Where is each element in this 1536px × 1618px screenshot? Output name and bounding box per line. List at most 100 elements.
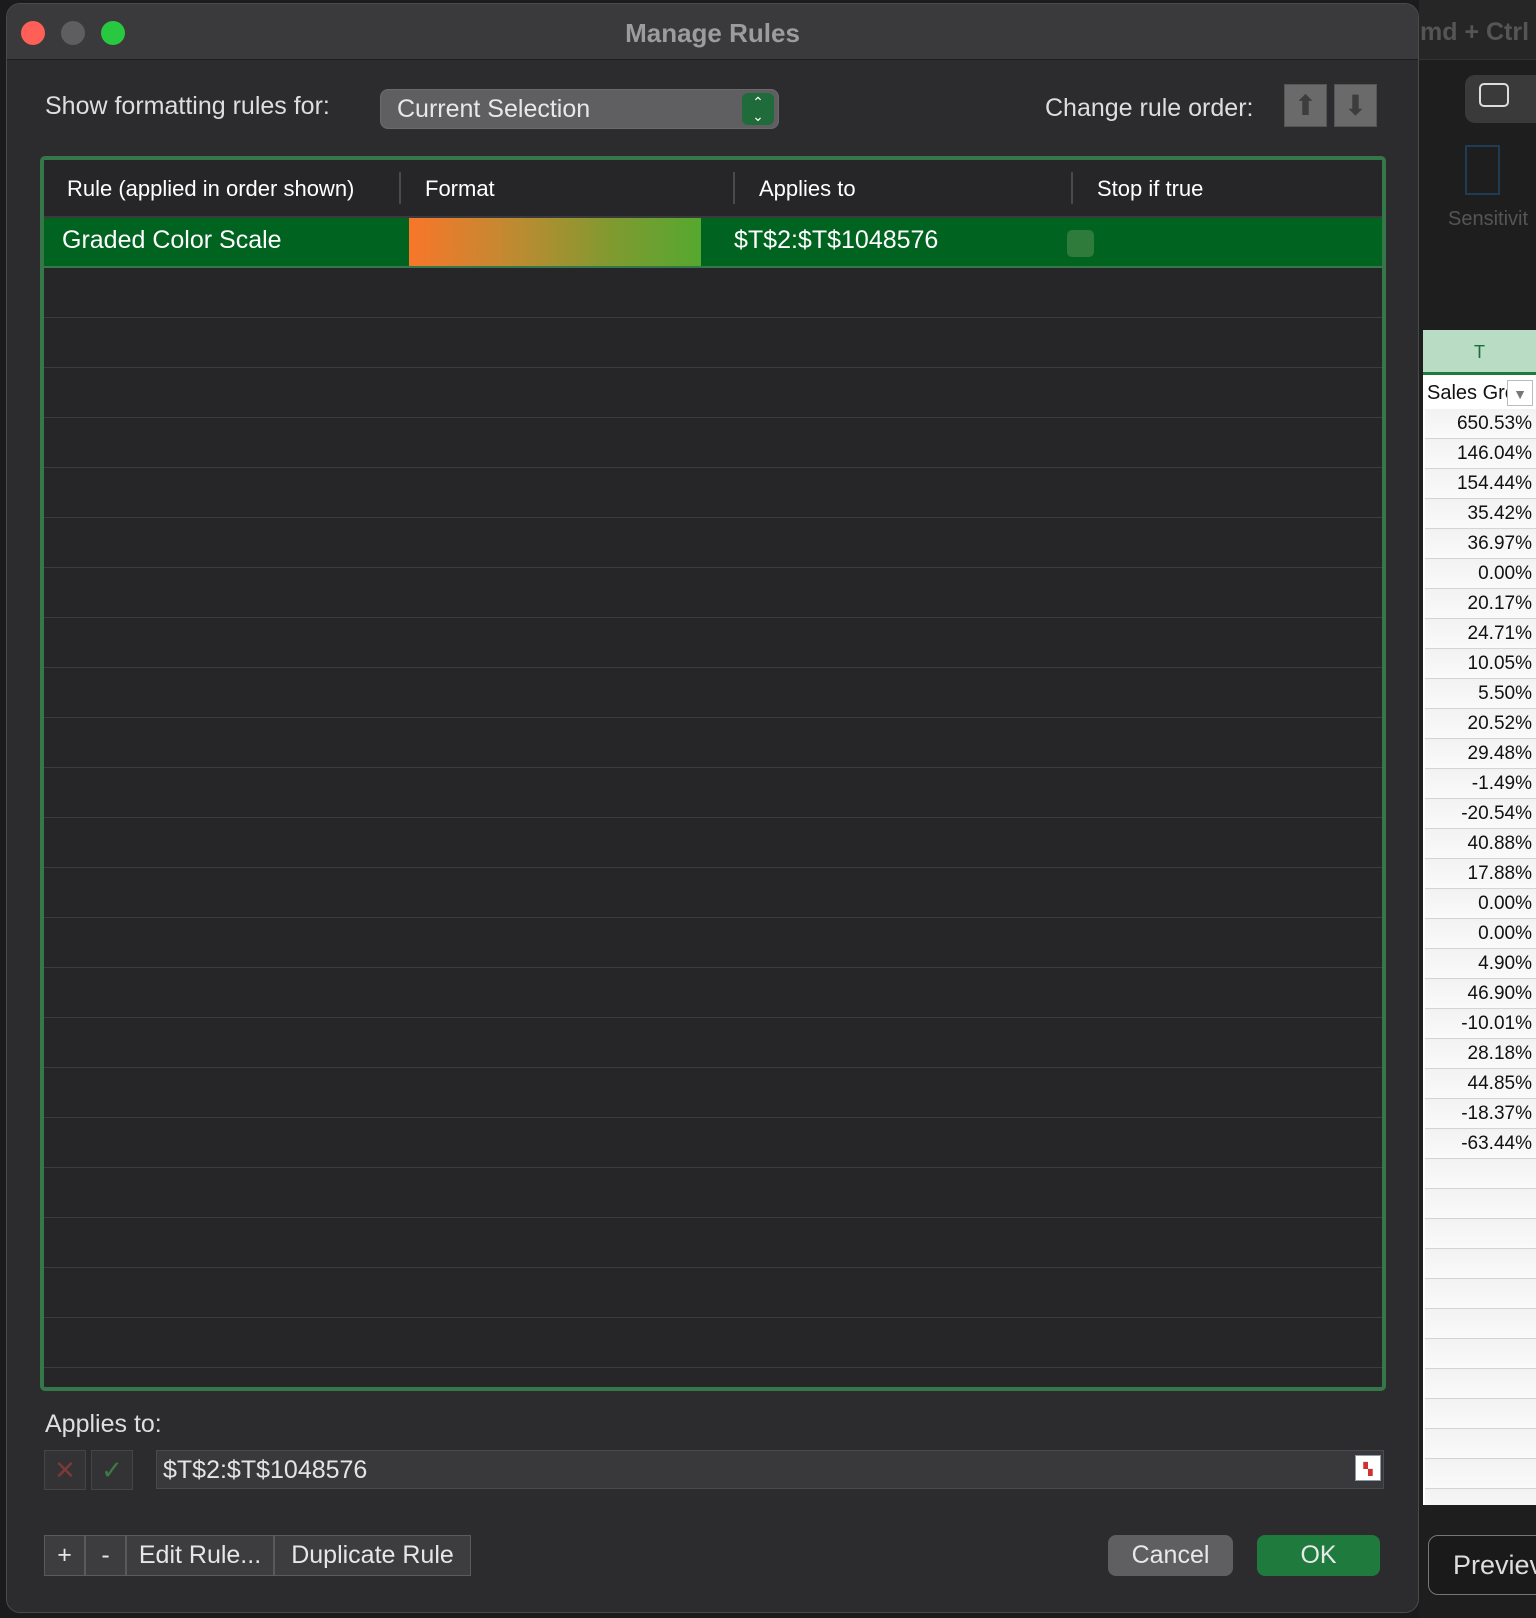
sheet-cell[interactable] <box>1425 1429 1536 1459</box>
sheet-cell[interactable]: 46.90% <box>1425 979 1536 1009</box>
sheet-cell[interactable]: -1.49% <box>1425 769 1536 799</box>
show-rules-select[interactable]: Current Selection ⌃ ⌄ <box>380 89 779 129</box>
close-button[interactable] <box>21 21 45 45</box>
comments-button[interactable] <box>1465 75 1536 123</box>
zoom-button[interactable] <box>101 21 125 45</box>
sheet-cell[interactable]: 35.42% <box>1425 499 1536 529</box>
sheet-cell[interactable]: -10.01% <box>1425 1009 1536 1039</box>
sheet-cell[interactable]: 146.04% <box>1425 439 1536 469</box>
empty-row <box>44 468 1382 518</box>
empty-row <box>44 318 1382 368</box>
col-applies: Applies to <box>759 176 856 201</box>
sheet-cell[interactable]: 20.52% <box>1425 709 1536 739</box>
stop-if-true-checkbox[interactable] <box>1067 230 1094 257</box>
divider <box>733 172 735 204</box>
shortcut-hint: md + Ctrl <box>1420 18 1530 46</box>
remove-rule-button[interactable]: - <box>85 1535 126 1576</box>
empty-row <box>44 968 1382 1018</box>
divider <box>1071 172 1073 204</box>
empty-row <box>44 1068 1382 1118</box>
sheet-cell[interactable]: 10.05% <box>1425 649 1536 679</box>
show-rules-label: Show formatting rules for: <box>45 92 330 120</box>
ribbon-top <box>1419 0 1536 60</box>
empty-row <box>44 918 1382 968</box>
sheet-cell[interactable]: 4.90% <box>1425 949 1536 979</box>
sheet-cell[interactable]: 20.17% <box>1425 589 1536 619</box>
sheet-cell[interactable] <box>1425 1249 1536 1279</box>
rule-name: Graded Color Scale <box>62 226 282 254</box>
edit-rule-button[interactable]: Edit Rule... <box>126 1535 274 1576</box>
empty-row <box>44 668 1382 718</box>
rules-table: Rule (applied in order shown) Format App… <box>40 156 1386 1391</box>
preview-tooltip: Previev <box>1428 1535 1536 1595</box>
sensitivity-icon[interactable] <box>1465 145 1500 195</box>
sheet-cell[interactable]: 29.48% <box>1425 739 1536 769</box>
sheet-cell[interactable] <box>1425 1159 1536 1189</box>
sheet-cell[interactable]: 17.88% <box>1425 859 1536 889</box>
change-order-label: Change rule order: <box>1045 94 1254 122</box>
check-icon: ✓ <box>101 1455 123 1485</box>
sheet-cell[interactable] <box>1425 1399 1536 1429</box>
title-bar: Manage Rules <box>7 4 1418 60</box>
duplicate-rule-button[interactable]: Duplicate Rule <box>274 1535 471 1576</box>
sheet-cell[interactable]: 650.53% <box>1425 409 1536 439</box>
dialog-title: Manage Rules <box>625 18 800 48</box>
column-header-t[interactable]: T <box>1423 330 1536 375</box>
filter-dropdown-icon[interactable]: ▼ <box>1507 380 1533 406</box>
sheet-cell[interactable]: 154.44% <box>1425 469 1536 499</box>
sheet-cell[interactable] <box>1425 1309 1536 1339</box>
cancel-button[interactable]: Cancel <box>1108 1535 1233 1576</box>
minimize-button[interactable] <box>61 21 85 45</box>
col-rule: Rule (applied in order shown) <box>67 176 355 201</box>
sheet-cell[interactable]: 28.18% <box>1425 1039 1536 1069</box>
empty-row <box>44 1268 1382 1318</box>
divider <box>399 172 401 204</box>
empty-row <box>44 568 1382 618</box>
rule-row[interactable]: Graded Color Scale $T$2:$T$1048576 <box>44 218 1382 268</box>
sheet-cell[interactable]: 36.97% <box>1425 529 1536 559</box>
empty-row <box>44 1168 1382 1218</box>
select-value: Current Selection <box>397 95 591 123</box>
empty-row <box>44 768 1382 818</box>
applies-to-label: Applies to: <box>45 1410 162 1438</box>
empty-row <box>44 268 1382 318</box>
cancel-edit-button[interactable]: ✕ <box>44 1450 86 1490</box>
ok-button[interactable]: OK <box>1257 1535 1380 1576</box>
format-preview <box>409 218 701 266</box>
arrow-up-icon: ⬆ <box>1293 90 1318 121</box>
col-stop: Stop if true <box>1097 176 1204 201</box>
empty-row <box>44 1118 1382 1168</box>
empty-row <box>44 718 1382 768</box>
empty-row <box>44 868 1382 918</box>
sheet-cell[interactable] <box>1425 1339 1536 1369</box>
add-rule-button[interactable]: + <box>44 1535 85 1576</box>
confirm-edit-button[interactable]: ✓ <box>91 1450 133 1490</box>
move-up-button[interactable]: ⬆ <box>1284 84 1327 127</box>
sheet-cell[interactable] <box>1425 1189 1536 1219</box>
sheet-cell[interactable]: 0.00% <box>1425 889 1536 919</box>
sheet-cell[interactable]: 0.00% <box>1425 919 1536 949</box>
stepper-icon: ⌃ ⌄ <box>742 93 774 125</box>
empty-row <box>44 368 1382 418</box>
manage-rules-dialog: Manage Rules Show formatting rules for: … <box>6 3 1419 1613</box>
sheet-cell[interactable] <box>1425 1369 1536 1399</box>
empty-row <box>44 618 1382 668</box>
sheet-cell[interactable]: 44.85% <box>1425 1069 1536 1099</box>
sheet-cell[interactable] <box>1425 1279 1536 1309</box>
sheet-cell[interactable]: -18.37% <box>1425 1099 1536 1129</box>
sheet-cell[interactable]: 40.88% <box>1425 829 1536 859</box>
sheet-cell[interactable]: 24.71% <box>1425 619 1536 649</box>
range-select-icon[interactable]: ▚ <box>1355 1455 1381 1481</box>
sheet-cell[interactable]: -20.54% <box>1425 799 1536 829</box>
applies-to-input[interactable]: $T$2:$T$1048576 <box>156 1450 1384 1489</box>
sheet-cell[interactable]: -63.44% <box>1425 1129 1536 1159</box>
sheet-cell[interactable] <box>1425 1459 1536 1489</box>
sheet-cell[interactable] <box>1425 1219 1536 1249</box>
col-format: Format <box>425 176 495 201</box>
sheet-cell[interactable]: 5.50% <box>1425 679 1536 709</box>
arrow-down-icon: ⬇ <box>1343 90 1368 121</box>
sheet-cell[interactable]: 0.00% <box>1425 559 1536 589</box>
move-down-button[interactable]: ⬇ <box>1334 84 1377 127</box>
empty-row <box>44 518 1382 568</box>
empty-row <box>44 1018 1382 1068</box>
